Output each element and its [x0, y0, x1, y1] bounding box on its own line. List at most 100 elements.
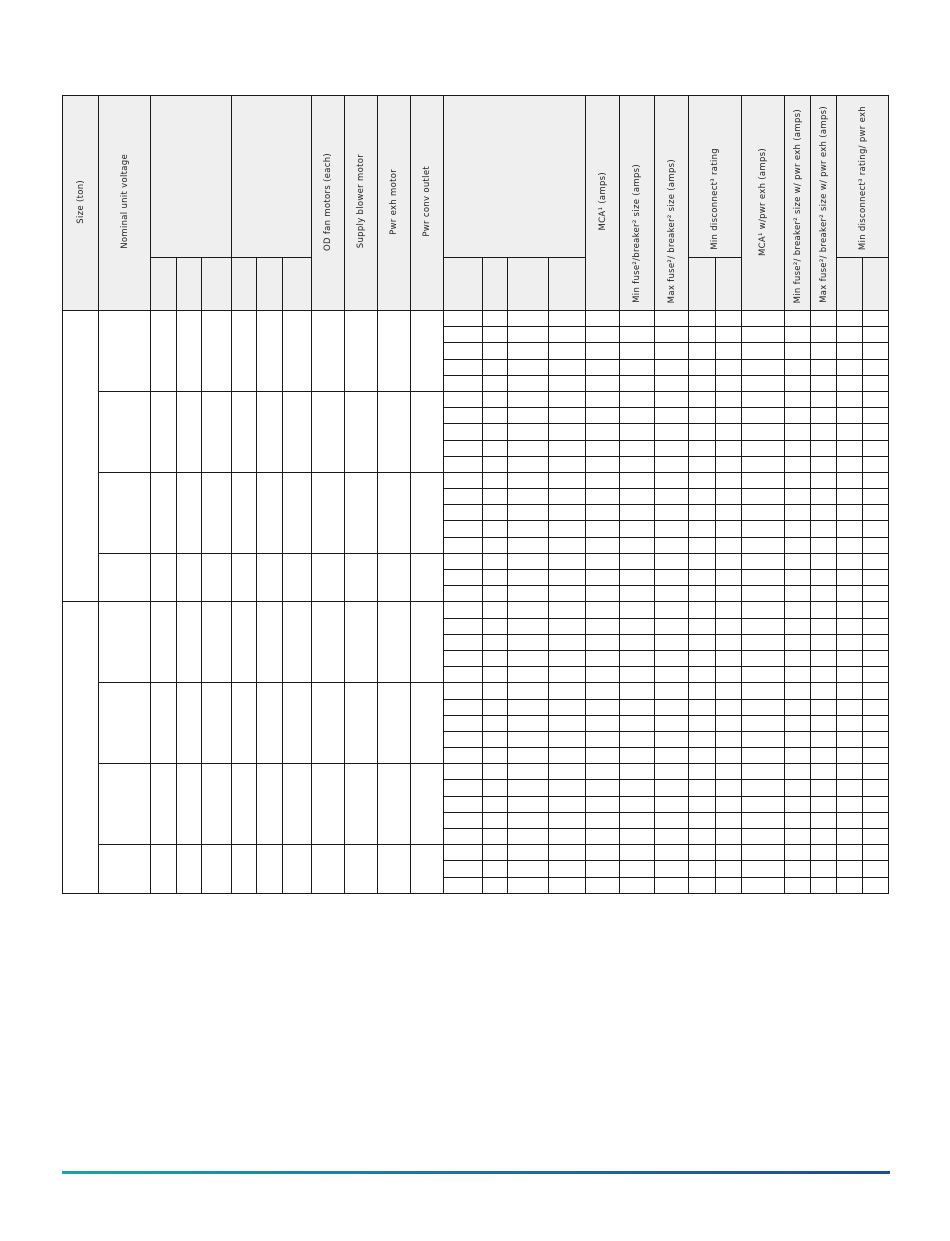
data-cell [741, 779, 786, 797]
data-cell [836, 714, 864, 732]
voltage-cell [98, 601, 151, 684]
table-row [63, 585, 890, 603]
data-cell [810, 779, 838, 797]
data-cell [741, 455, 786, 473]
group-cell [200, 310, 233, 392]
data-cell [810, 390, 838, 409]
data-cell [443, 520, 484, 538]
data-cell [862, 326, 890, 344]
group-cell [231, 844, 258, 894]
group-cell [377, 390, 412, 473]
data-cell [741, 520, 786, 538]
data-cell [482, 407, 509, 425]
data-cell [443, 439, 484, 457]
data-cell [654, 374, 690, 392]
table-row [63, 423, 890, 441]
data-cell [619, 504, 656, 522]
data-cell [784, 747, 812, 765]
group-cell [282, 310, 313, 392]
data-cell [741, 698, 786, 716]
data-cell [585, 455, 621, 473]
data-cell [548, 536, 587, 554]
data-cell [548, 439, 587, 457]
data-cell [619, 374, 656, 392]
group-cell [231, 471, 258, 554]
group-cell [377, 763, 412, 846]
data-cell [741, 682, 786, 700]
data-cell [836, 682, 864, 700]
data-cell [862, 536, 890, 554]
group-cell [344, 844, 379, 894]
data-cell [654, 779, 690, 797]
data-cell [585, 844, 621, 862]
data-cell [585, 714, 621, 732]
data-cell [688, 714, 717, 732]
data-cell [836, 844, 864, 862]
group-cell [282, 763, 313, 846]
data-cell [585, 568, 621, 587]
group-cell [282, 601, 313, 684]
group-cell [150, 682, 177, 765]
data-cell [443, 342, 484, 360]
group-cell [256, 552, 284, 603]
data-cell [548, 763, 587, 781]
data-cell [784, 779, 812, 797]
data-cell [741, 617, 786, 635]
voltage-cell [98, 390, 151, 473]
data-cell [443, 649, 484, 668]
voltage-cell [98, 552, 151, 603]
data-cell [784, 439, 812, 457]
group-cell [410, 390, 445, 473]
data-cell [548, 666, 587, 684]
data-cell [836, 504, 864, 522]
data-cell [862, 666, 890, 684]
group-cell [231, 682, 258, 765]
data-cell [619, 601, 656, 619]
subheader-cell [548, 257, 587, 311]
table-row [63, 682, 890, 765]
data-cell [654, 504, 690, 522]
data-cell [482, 666, 509, 684]
data-cell [585, 439, 621, 457]
table-row [63, 552, 890, 603]
data-cell [548, 601, 587, 619]
data-cell [862, 682, 890, 700]
group-cell [200, 763, 233, 846]
data-cell [784, 326, 812, 344]
group-cell [311, 471, 346, 554]
group-cell [410, 763, 445, 846]
data-cell [654, 601, 690, 619]
data-cell [784, 423, 812, 441]
header-supply-blower: Supply blower motor [344, 95, 379, 311]
data-cell [715, 617, 743, 635]
data-cell [862, 358, 890, 376]
data-cell [688, 747, 717, 765]
data-cell [862, 455, 890, 473]
voltage-cell [98, 844, 151, 894]
group-cell [150, 310, 177, 392]
data-cell [688, 666, 717, 684]
table-row [63, 876, 890, 894]
data-cell [443, 698, 484, 716]
data-cell [585, 876, 621, 894]
group-cell [410, 844, 445, 894]
data-cell [443, 374, 484, 392]
data-cell [715, 860, 743, 878]
header-voltage: Nominal unit voltage [98, 95, 151, 311]
data-cell [654, 827, 690, 846]
data-cell [715, 844, 743, 862]
data-cell [784, 827, 812, 846]
data-cell [654, 811, 690, 830]
data-cell [507, 585, 550, 603]
data-cell [585, 407, 621, 425]
table-row [63, 844, 890, 894]
group-cell [231, 763, 258, 846]
data-cell [810, 471, 838, 490]
data-cell [585, 309, 621, 328]
data-cell [585, 423, 621, 441]
data-cell [715, 568, 743, 587]
group-cell [200, 601, 233, 684]
data-cell [810, 633, 838, 651]
data-cell [784, 358, 812, 376]
group-cell [410, 601, 445, 684]
